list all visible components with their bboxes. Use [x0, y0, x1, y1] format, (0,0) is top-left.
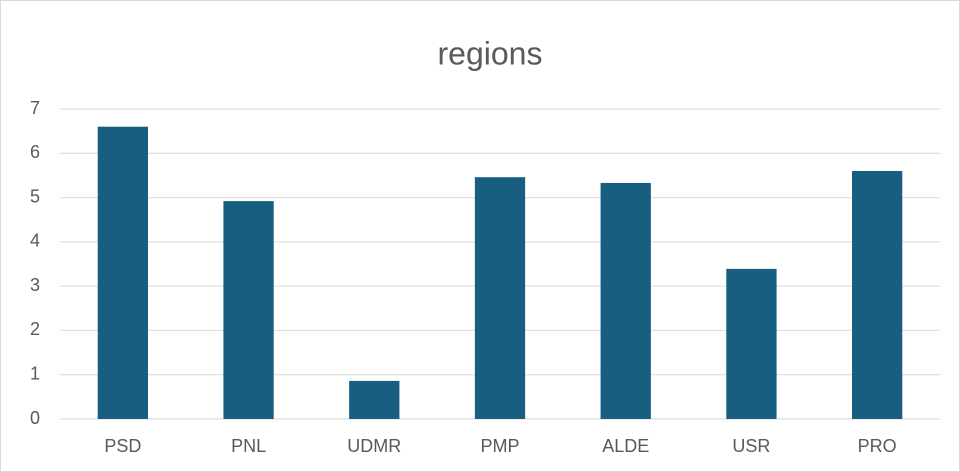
y-tick-label: 3	[30, 275, 40, 295]
x-tick-label: PSD	[104, 436, 141, 456]
x-tick-label: USR	[732, 436, 770, 456]
bar	[474, 177, 526, 419]
chart-title: regions	[438, 35, 543, 71]
bar	[223, 201, 274, 419]
y-tick-label: 0	[30, 408, 40, 428]
y-tick-label: 7	[30, 98, 40, 118]
x-tick-label: PRO	[858, 436, 897, 456]
x-tick-label: PNL	[231, 436, 266, 456]
bar	[852, 171, 903, 419]
x-tick-label: UDMR	[347, 436, 401, 456]
x-tick-label: ALDE	[602, 436, 649, 456]
bar	[600, 182, 651, 419]
bar	[726, 268, 777, 419]
y-tick-label: 4	[30, 231, 40, 251]
x-tick-label: PMP	[480, 436, 519, 456]
y-tick-label: 6	[30, 142, 40, 162]
bar	[349, 380, 400, 419]
y-tick-label: 1	[30, 363, 40, 383]
y-tick-label: 2	[30, 319, 40, 339]
y-tick-label: 5	[30, 186, 40, 206]
bar	[97, 126, 148, 419]
